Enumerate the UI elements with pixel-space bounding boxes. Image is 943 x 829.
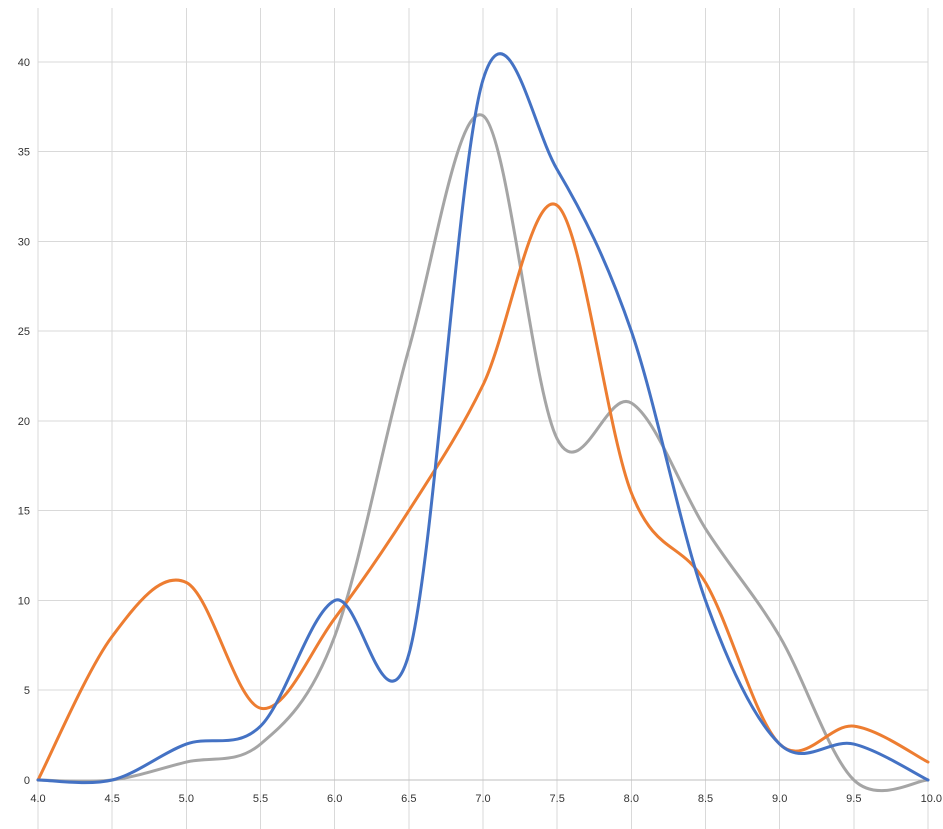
y-tick-label: 10: [18, 595, 30, 607]
y-tick-label: 20: [18, 416, 30, 428]
y-tick-label: 25: [18, 326, 30, 338]
x-tick-label: 10.0: [921, 793, 942, 805]
x-tick-label: 6.0: [327, 793, 342, 805]
x-tick-label: 8.5: [698, 793, 713, 805]
x-tick-label: 6.5: [401, 793, 416, 805]
y-tick-label: 35: [18, 147, 30, 159]
series-line-2: [36, 202, 930, 782]
y-tick-label: 0: [24, 775, 30, 787]
x-tick-label: 9.5: [846, 793, 861, 805]
x-tick-label: 7.0: [475, 793, 490, 805]
grid: [37, 8, 929, 829]
x-tick-label: 4.0: [30, 793, 45, 805]
series-line-1: [36, 52, 930, 785]
y-tick-label: 30: [18, 236, 30, 248]
x-tick-label: 9.0: [772, 793, 787, 805]
y-tick-label: 5: [24, 685, 30, 697]
x-tick-label: 5.0: [179, 793, 194, 805]
series-line-3: [36, 113, 930, 793]
series-lines: [36, 52, 930, 793]
x-tick-label: 8.0: [624, 793, 639, 805]
y-tick-label: 40: [18, 57, 30, 69]
x-tick-label: 5.5: [253, 793, 268, 805]
y-tick-label: 15: [18, 506, 30, 518]
x-tick-label: 7.5: [550, 793, 565, 805]
tick-labels: 4.0 4.5 5.0 5.5 6.0 6.5 7.0 7.5 8.0 8.5 9.0 9.5 10.0…: [18, 57, 942, 805]
x-tick-label: 4.5: [105, 793, 120, 805]
